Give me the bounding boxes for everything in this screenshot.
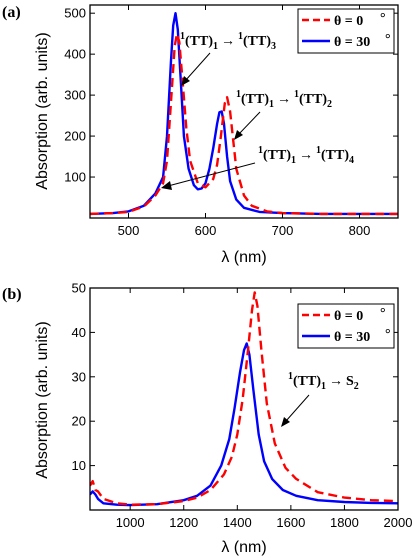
annotation-tt4-arrow-line (167, 162, 256, 187)
panel-a: (a) 500 600 700 800 100 200 300 400 500 λ (nm) A… (2, 4, 399, 266)
panel-b-y-axis-label: Absorption (arb. units) (34, 321, 51, 478)
panel-a-y-tick-label: 400 (64, 47, 86, 62)
annotation-tt3-main2: (TT) (243, 34, 271, 49)
annotation-s2-pre: 1 (288, 371, 293, 382)
annotation-tt4-sub2: 4 (349, 155, 354, 166)
panel-a-legend: θ = 0 ° θ = 30 ° (297, 8, 395, 54)
annotation-tt2-sub2: 2 (327, 99, 332, 110)
panel-b-plot-frame (89, 287, 399, 511)
annotation-tt2-text: 1(TT)1 → 1(TT)2 (236, 89, 332, 110)
panel-a-y-tick-label: 500 (64, 6, 86, 21)
panel-b-x-tick-label: 1000 (116, 515, 145, 530)
annotation-s2-arrow-line (285, 394, 310, 422)
panel-b-legend-degree-theta0: ° (380, 306, 386, 321)
panel-b-x-axis-label: λ (nm) (221, 539, 266, 556)
panel-a-x-tick-label: 500 (118, 223, 140, 238)
panel-a-x-tick-label: 700 (272, 223, 294, 238)
annotation-tt2-main: (TT) (241, 92, 269, 107)
annotation-tt4-arrow: → (299, 148, 313, 163)
panel-b-y-tick-label: 10 (72, 458, 86, 473)
annotation-tt2-pre: 1 (236, 89, 241, 100)
annotation-tt2-arrowhead (234, 130, 243, 140)
panel-a-legend-degree-theta0: ° (380, 11, 386, 26)
annotation-s2-main2: S (346, 374, 354, 389)
annotation-s2-text: 1(TT)1 → S2 (288, 371, 359, 392)
panel-a-x-tick-label: 800 (349, 223, 371, 238)
annotation-tt4-pre: 1 (258, 145, 263, 156)
panel-b-y-tick-label: 40 (72, 325, 86, 340)
panel-a-y-tick-label: 200 (64, 129, 86, 144)
panel-b-series-theta0-line (90, 291, 398, 506)
panel-a-y-tick-label: 300 (64, 88, 86, 103)
annotation-tt2-pre2: 1 (294, 89, 299, 100)
panel-a-y-tick-label: 100 (64, 170, 86, 185)
annotation-s2-arrow: → (329, 374, 343, 389)
annotation-tt3-sub: 1 (213, 41, 218, 52)
annotation-s2-arrowhead (281, 417, 290, 427)
panel-a-annotation-tt2: 1(TT)1 → 1(TT)2 (234, 89, 332, 140)
panel-b-legend-degree-theta30: ° (385, 327, 391, 342)
panel-b: (b) 1000 1200 1400 1600 1800 2000 10 20 30 40 50 λ… (2, 281, 412, 557)
annotation-tt4-text: 1(TT)1 → 1(TT)4 (258, 145, 354, 166)
panel-b-series (90, 291, 398, 507)
panel-b-x-tick-label: 1200 (169, 515, 198, 530)
annotation-tt4-sub: 1 (291, 155, 296, 166)
annotation-tt2-arrow-line (237, 111, 261, 136)
panel-b-x-tick-label: 1800 (330, 515, 359, 530)
panel-b-legend-label-theta30: θ = 30 (334, 330, 370, 345)
panel-a-plot-frame (89, 4, 399, 219)
panel-a-legend-label-theta0: θ = 0 (334, 14, 363, 29)
panel-b-x-tick-label: 1600 (276, 515, 305, 530)
annotation-tt3-sub2: 3 (271, 41, 276, 52)
panel-b-y-tick-label: 50 (72, 281, 86, 296)
panel-a-legend-degree-theta30: ° (385, 32, 391, 47)
panel-a-annotation-tt3: 1(TT)1 → 1(TT)3 (180, 31, 276, 86)
panel-a-legend-label-theta30: θ = 30 (334, 35, 370, 50)
panel-b-y-tick-label: 30 (72, 369, 86, 384)
panel-a-legend-box (297, 8, 395, 54)
panel-a-annotation-tt4: 1(TT)1 → 1(TT)4 (161, 145, 354, 190)
panel-a-ticks: 500 600 700 800 100 200 300 400 500 (64, 5, 398, 238)
annotation-tt2-arrow: → (277, 92, 291, 107)
annotation-tt3-text: 1(TT)1 → 1(TT)3 (180, 31, 276, 52)
panel-a-series-theta30-line (90, 11, 398, 216)
panel-label-b: (b) (2, 286, 22, 303)
annotation-tt3-pre2: 1 (238, 31, 243, 42)
panel-a-x-axis-label: λ (nm) (221, 249, 266, 266)
annotation-tt3-main: (TT) (185, 34, 213, 49)
annotation-tt4-main2: (TT) (321, 148, 349, 163)
panel-b-ticks: 1000 1200 1400 1600 1800 2000 10 20 30 40 50 (72, 281, 413, 531)
annotation-tt3-pre: 1 (180, 31, 185, 42)
panel-b-x-tick-label: 2000 (384, 515, 413, 530)
panel-a-series-theta0-line (90, 32, 398, 216)
annotation-tt4-pre2: 1 (316, 145, 321, 156)
panel-a-series (90, 11, 398, 216)
annotation-s2-sub2: 2 (354, 381, 359, 392)
panel-b-y-tick-label: 20 (72, 414, 86, 429)
annotation-tt4-arrowhead (161, 181, 172, 190)
annotation-s2-sub: 1 (321, 381, 326, 392)
annotation-tt3-arrow-line (184, 52, 211, 82)
panel-a-y-axis-label: Absorption (arb. units) (34, 32, 51, 189)
annotation-s2-main: (TT) (293, 374, 321, 389)
panel-b-legend-box (297, 303, 395, 349)
panel-b-annotation-s2: 1(TT)1 → S2 (281, 371, 359, 427)
panel-b-series-theta30-line (90, 342, 398, 507)
panel-b-legend: θ = 0 ° θ = 30 ° (297, 303, 395, 349)
annotation-tt4-main: (TT) (263, 148, 291, 163)
panel-a-x-tick-label: 600 (195, 223, 217, 238)
panel-b-legend-label-theta0: θ = 0 (334, 309, 363, 324)
panel-b-x-tick-label: 1400 (223, 515, 252, 530)
annotation-tt2-sub: 1 (269, 99, 274, 110)
panel-label-a: (a) (2, 4, 21, 21)
annotation-tt2-main2: (TT) (299, 92, 327, 107)
annotation-tt3-arrowhead (181, 76, 190, 86)
annotation-tt3-arrow: → (221, 34, 235, 49)
